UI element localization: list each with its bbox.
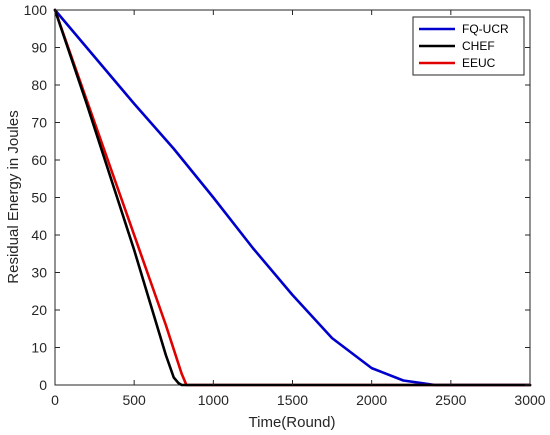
- y-tick-label: 100: [24, 2, 48, 18]
- y-tick-label: 60: [31, 152, 47, 168]
- y-tick-label: 90: [31, 40, 47, 56]
- legend-label: FQ-UCR: [462, 22, 509, 36]
- x-axis-title: Time(Round): [249, 414, 336, 431]
- y-tick-label: 50: [31, 190, 47, 206]
- y-tick-label: 40: [31, 227, 47, 243]
- x-tick-label: 3000: [514, 392, 545, 408]
- x-tick-label: 500: [122, 392, 146, 408]
- series-layer: [53, 8, 532, 387]
- y-tick-label: 10: [31, 340, 47, 356]
- x-tick-label: 2000: [356, 392, 387, 408]
- y-axis-title: Residual Energy in Joules: [5, 110, 22, 283]
- y-tick-label: 20: [31, 302, 47, 318]
- series-line-chef: [53, 8, 532, 387]
- series-line-eeuc: [53, 8, 532, 387]
- x-tick-label: 0: [51, 392, 59, 408]
- y-tick-label: 30: [31, 265, 47, 281]
- legend: FQ-UCR CHEF EEUC: [412, 16, 525, 76]
- x-tick-label: 1000: [198, 392, 229, 408]
- legend-label: EEUC: [462, 56, 496, 70]
- x-tick-label: 1500: [277, 392, 308, 408]
- y-tick-label: 70: [31, 115, 47, 131]
- legend-label: CHEF: [462, 39, 495, 53]
- y-tick-label: 80: [31, 77, 47, 93]
- tick-layer: 0 500 1000 1500 2000 2500 3000 0 10 20 30 40 50 60 70 8…: [24, 2, 546, 408]
- x-tick-label: 2500: [435, 392, 466, 408]
- y-tick-label: 0: [39, 377, 47, 393]
